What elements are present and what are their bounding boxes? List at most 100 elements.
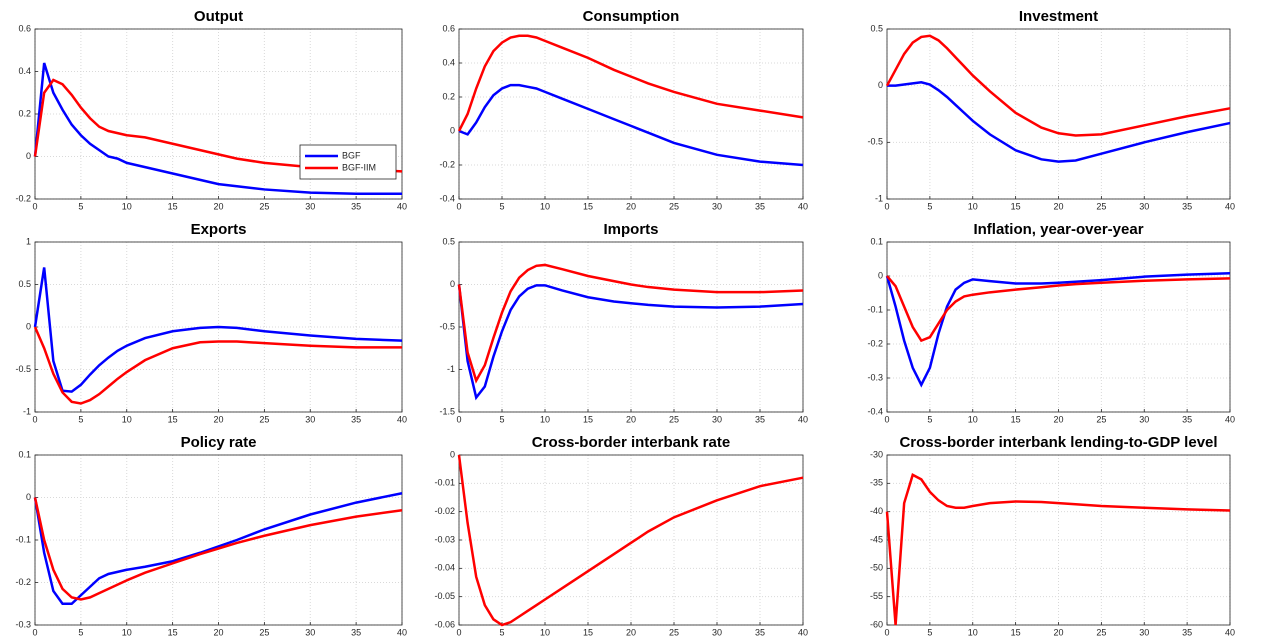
x-tick-label: 30 [712, 627, 722, 637]
x-tick-label: 40 [397, 414, 407, 424]
x-tick-label: 10 [968, 627, 978, 637]
x-tick-label: 15 [168, 627, 178, 637]
x-tick-label: 15 [583, 201, 593, 211]
y-tick-label: 0.2 [18, 108, 31, 118]
series-line [885, 34, 1231, 137]
y-tick-label: -0.1 [867, 304, 883, 314]
x-tick-label: 5 [927, 201, 932, 211]
axes-frame [458, 241, 804, 413]
x-tick-label: 35 [1182, 201, 1192, 211]
y-tick-label: -0.2 [15, 577, 31, 587]
y-tick-label: 0.6 [18, 23, 31, 33]
y-tick-label: -1 [447, 364, 455, 374]
axes-frame [458, 28, 804, 200]
x-tick-label: 15 [168, 201, 178, 211]
x-tick-label: 20 [626, 201, 636, 211]
x-tick-label: 20 [1053, 414, 1063, 424]
x-tick-label: 35 [755, 627, 765, 637]
chart-title: Consumption [583, 8, 680, 25]
series-line [33, 62, 402, 195]
x-tick-label: 10 [968, 201, 978, 211]
x-tick-label: 35 [1182, 414, 1192, 424]
legend-box [299, 144, 397, 180]
x-tick-label: 35 [351, 627, 361, 637]
x-tick-label: 35 [351, 201, 361, 211]
x-tick-label: 20 [1053, 201, 1063, 211]
x-tick-label: 25 [669, 201, 679, 211]
series-line [887, 80, 1231, 163]
series-line [33, 78, 403, 173]
y-tick-label: 0 [878, 270, 883, 280]
x-tick-label: 0 [32, 201, 37, 211]
chart-title: Output [194, 8, 243, 25]
x-tick-label: 25 [1096, 627, 1106, 637]
chart-title: Inflation, year-over-year [973, 221, 1143, 238]
x-tick-label: 40 [798, 414, 808, 424]
x-tick-label: 30 [305, 627, 315, 637]
chart-title: Investment [1019, 8, 1098, 25]
legend-label: BGF-IIM [342, 162, 376, 172]
x-tick-label: 0 [884, 627, 889, 637]
y-tick-label: 0 [26, 492, 31, 502]
axes-frame [886, 28, 1231, 200]
y-tick-label: -0.5 [867, 137, 883, 147]
x-tick-label: 10 [122, 627, 132, 637]
x-tick-label: 40 [397, 627, 407, 637]
x-tick-label: 5 [78, 201, 83, 211]
y-tick-label: -1 [23, 406, 31, 416]
y-tick-label: 0 [450, 279, 455, 289]
chart-title: Cross-border interbank lending-to-GDP le… [899, 434, 1217, 451]
x-tick-label: 5 [78, 414, 83, 424]
x-tick-label: 10 [968, 414, 978, 424]
x-tick-label: 30 [305, 414, 315, 424]
y-tick-label: 0.1 [18, 449, 31, 459]
y-tick-label: 0.4 [442, 57, 455, 67]
x-tick-label: 0 [32, 414, 37, 424]
x-tick-label: 5 [927, 414, 932, 424]
x-tick-label: 15 [1011, 627, 1021, 637]
x-tick-label: 15 [168, 414, 178, 424]
series-line [33, 497, 403, 601]
series-line [457, 263, 804, 384]
legend-label: BGF [342, 150, 361, 160]
x-tick-label: 15 [583, 627, 593, 637]
x-tick-label: 40 [1225, 627, 1235, 637]
x-tick-label: 20 [1053, 627, 1063, 637]
y-tick-label: -40 [870, 506, 883, 516]
axes-frame [886, 454, 1231, 626]
y-tick-label: -30 [870, 449, 883, 459]
y-tick-label: -0.03 [434, 534, 455, 544]
y-tick-label: 0 [450, 449, 455, 459]
x-tick-label: 5 [499, 414, 504, 424]
x-tick-label: 40 [798, 627, 808, 637]
y-tick-label: -0.02 [434, 506, 455, 516]
y-tick-label: 0.5 [870, 23, 883, 33]
chart-title: Imports [603, 221, 658, 238]
x-tick-label: 10 [122, 201, 132, 211]
x-tick-label: 30 [712, 414, 722, 424]
x-tick-label: 10 [540, 414, 550, 424]
series-line [457, 454, 804, 627]
y-tick-label: 0.5 [18, 279, 31, 289]
y-tick-label: -60 [870, 619, 883, 629]
x-tick-label: 25 [669, 414, 679, 424]
x-tick-label: 15 [1011, 201, 1021, 211]
x-tick-label: 0 [32, 627, 37, 637]
y-tick-label: -0.2 [439, 159, 455, 169]
x-tick-label: 0 [456, 201, 461, 211]
x-tick-label: 35 [351, 414, 361, 424]
x-tick-label: 30 [712, 201, 722, 211]
x-tick-label: 5 [927, 627, 932, 637]
x-tick-label: 25 [1096, 414, 1106, 424]
y-tick-label: -0.01 [434, 478, 455, 488]
x-tick-label: 35 [1182, 627, 1192, 637]
x-tick-label: 40 [798, 201, 808, 211]
y-tick-label: -0.05 [434, 591, 455, 601]
x-tick-label: 0 [884, 201, 889, 211]
y-tick-label: -45 [870, 534, 883, 544]
y-tick-label: -35 [870, 478, 883, 488]
x-tick-label: 20 [213, 414, 223, 424]
series-line [458, 83, 804, 167]
y-tick-label: -0.2 [867, 338, 883, 348]
